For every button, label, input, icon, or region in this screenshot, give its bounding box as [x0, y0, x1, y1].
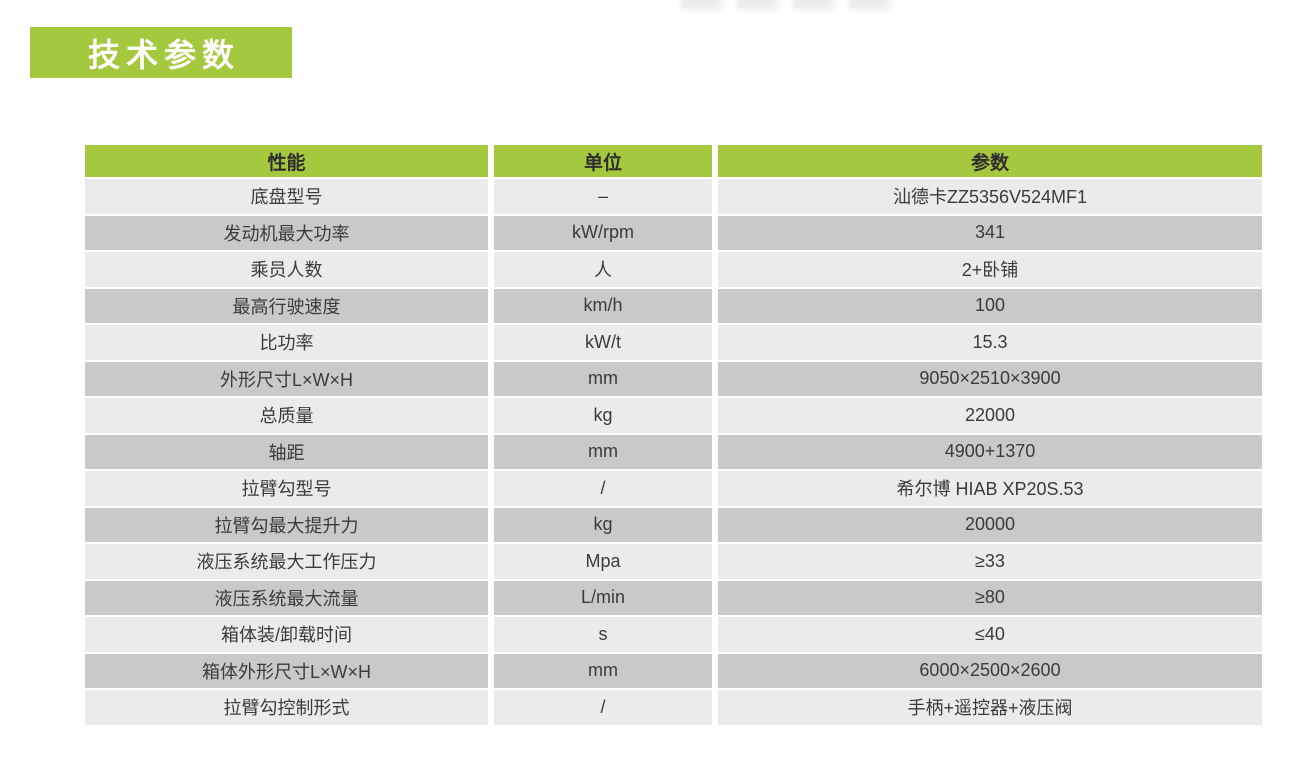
spec-unit-cell: mm: [494, 361, 712, 396]
spec-value-cell: ≥80: [718, 580, 1262, 615]
spec-value-cell: 15.3: [718, 325, 1262, 360]
spec-property-cell: 乘员人数: [85, 252, 488, 287]
spec-unit-cell: /: [494, 471, 712, 506]
top-edge-artifact: [680, 0, 890, 10]
spec-property-cell: 最高行驶速度: [85, 288, 488, 323]
spec-value-cell: 341: [718, 215, 1262, 250]
spec-value-cell: 22000: [718, 398, 1262, 433]
spec-unit-cell: L/min: [494, 580, 712, 615]
spec-property-cell: 箱体装/卸载时间: [85, 617, 488, 652]
spec-unit-cell: mm: [494, 653, 712, 688]
spec-unit-cell: kW/t: [494, 325, 712, 360]
spec-unit-cell: –: [494, 179, 712, 214]
artifact-fragment: [848, 0, 890, 10]
artifact-fragment: [736, 0, 778, 10]
spec-property-cell: 比功率: [85, 325, 488, 360]
spec-value-cell: 希尔博 HIAB XP20S.53: [718, 471, 1262, 506]
spec-value-cell: ≥33: [718, 544, 1262, 579]
spec-unit-cell: /: [494, 690, 712, 725]
column-header-property: 性能: [85, 145, 488, 177]
spec-unit-cell: kW/rpm: [494, 215, 712, 250]
artifact-fragment: [680, 0, 722, 10]
spec-property-cell: 外形尺寸L×W×H: [85, 361, 488, 396]
spec-unit-cell: km/h: [494, 288, 712, 323]
spec-property-cell: 拉臂勾型号: [85, 471, 488, 506]
spec-value-cell: 2+卧铺: [718, 252, 1262, 287]
spec-property-cell: 拉臂勾控制形式: [85, 690, 488, 725]
spec-value-cell: 4900+1370: [718, 434, 1262, 469]
spec-property-cell: 箱体外形尺寸L×W×H: [85, 653, 488, 688]
spec-property-cell: 发动机最大功率: [85, 215, 488, 250]
column-header-value: 参数: [718, 145, 1262, 177]
column-header-unit: 单位: [494, 145, 712, 177]
spec-value-cell: ≤40: [718, 617, 1262, 652]
spec-property-cell: 底盘型号: [85, 179, 488, 214]
spec-unit-cell: kg: [494, 398, 712, 433]
spec-value-cell: 6000×2500×2600: [718, 653, 1262, 688]
spec-property-cell: 液压系统最大工作压力: [85, 544, 488, 579]
spec-unit-cell: kg: [494, 507, 712, 542]
spec-value-cell: 汕德卡ZZ5356V524MF1: [718, 179, 1262, 214]
spec-property-cell: 总质量: [85, 398, 488, 433]
spec-value-cell: 20000: [718, 507, 1262, 542]
spec-property-cell: 拉臂勾最大提升力: [85, 507, 488, 542]
spec-unit-cell: 人: [494, 252, 712, 287]
spec-value-cell: 手柄+遥控器+液压阀: [718, 690, 1262, 725]
spec-unit-cell: s: [494, 617, 712, 652]
spec-table: 性能 单位 参数 底盘型号 – 汕德卡ZZ5356V524MF1 发动机最大功率…: [85, 145, 1262, 725]
section-title-badge: 技术参数: [30, 27, 292, 78]
spec-property-cell: 轴距: [85, 434, 488, 469]
spec-unit-cell: mm: [494, 434, 712, 469]
artifact-fragment: [792, 0, 834, 10]
spec-property-cell: 液压系统最大流量: [85, 580, 488, 615]
spec-unit-cell: Mpa: [494, 544, 712, 579]
spec-value-cell: 100: [718, 288, 1262, 323]
spec-value-cell: 9050×2510×3900: [718, 361, 1262, 396]
